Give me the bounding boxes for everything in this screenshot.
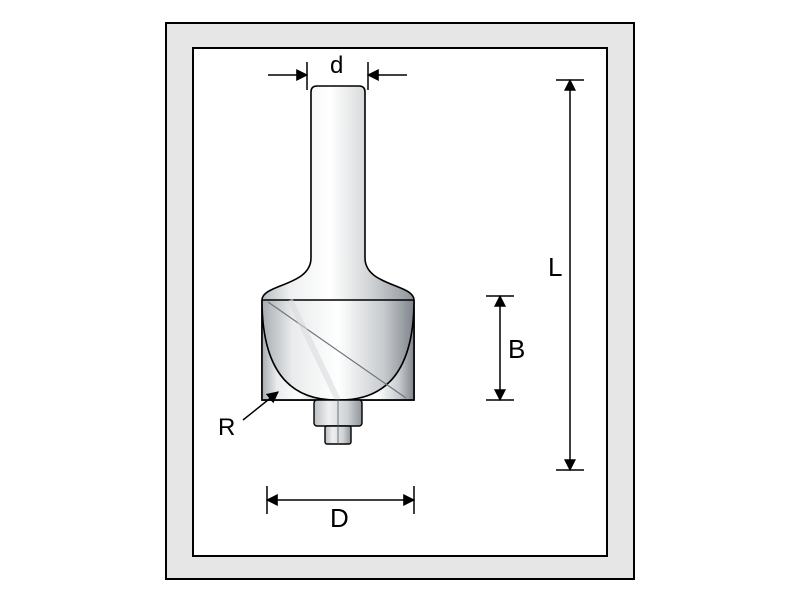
label-L: L (545, 252, 565, 283)
dim-R-pointer (243, 392, 278, 420)
label-R: R (218, 414, 235, 442)
label-d: d (330, 52, 343, 80)
label-B: B (508, 334, 525, 365)
label-D: D (330, 503, 349, 534)
router-bit-drawing (0, 0, 800, 600)
diagram-stage: d L B R D (0, 0, 800, 600)
